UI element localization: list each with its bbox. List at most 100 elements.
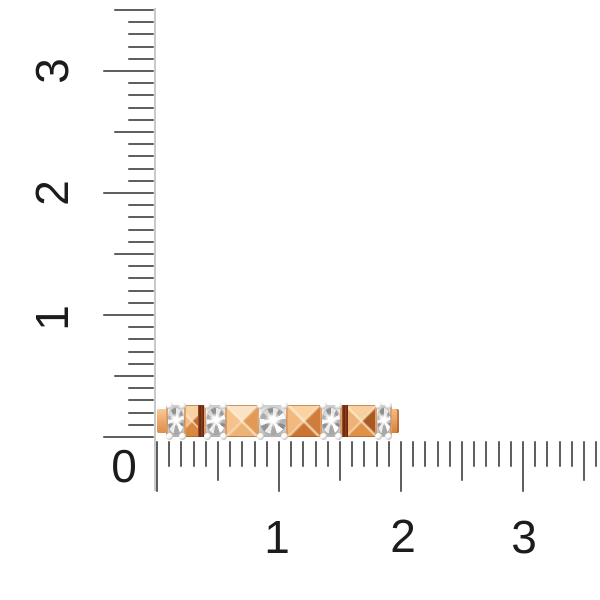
horizontal-tick [509,441,512,467]
vertical-ruler-number: 2 [26,180,78,206]
vertical-tick [103,69,154,73]
vertical-tick [128,33,154,36]
gold-pyramid-facet [186,405,198,437]
horizontal-tick [363,441,366,467]
prong [320,433,327,440]
vertical-tick [128,301,154,304]
vertical-tick [103,313,154,317]
vertical-tick [128,240,154,243]
band-end-right [392,409,399,433]
prong [220,402,227,409]
vertical-tick [114,130,154,134]
vertical-tick [128,106,154,109]
prong [385,433,392,440]
vertical-tick [128,167,154,170]
horizontal-tick [351,441,354,467]
prong [204,433,211,440]
prong [257,433,264,440]
horizontal-tick [241,441,244,467]
vertical-tick [128,204,154,207]
horizontal-tick [168,441,171,467]
horizontal-tick [399,441,403,492]
horizontal-tick [424,441,427,467]
round-diamond [322,408,340,434]
vertical-ruler-line [154,8,156,491]
prong [281,433,288,440]
horizontal-tick [302,441,305,467]
prong [166,402,173,409]
horizontal-tick [314,441,317,467]
vertical-tick [128,338,154,341]
horizontal-tick [460,441,464,481]
horizontal-tick [375,441,378,467]
horizontal-tick [558,441,561,467]
vertical-tick [128,289,154,292]
vertical-tick [114,374,154,378]
horizontal-tick [216,441,220,481]
vertical-tick [128,216,154,219]
horizontal-tick [387,441,390,467]
horizontal-tick [338,441,342,481]
round-diamond [377,408,390,434]
diamond-setting [375,402,392,440]
vertical-tick [128,21,154,24]
vertical-tick [128,82,154,85]
vertical-tick [128,179,154,182]
horizontal-tick [595,441,598,467]
diamond-setting [204,402,227,440]
prong [385,402,392,409]
prong [179,433,186,440]
vertical-tick [103,191,154,195]
horizontal-tick [485,441,488,467]
band-end-left [157,409,166,433]
vertical-tick [128,423,154,426]
vertical-tick [128,228,154,231]
horizontal-tick [290,441,293,467]
prong [320,402,327,409]
prong [220,433,227,440]
vertical-tick [128,350,154,353]
vertical-tick [114,252,154,256]
gold-pyramid-facet [348,405,375,437]
prong [204,402,211,409]
horizontal-tick [448,441,451,467]
vertical-ruler-number: 3 [26,58,78,84]
horizontal-tick [192,441,195,467]
prong [281,402,288,409]
horizontal-tick [229,441,232,467]
diamond-setting [320,402,342,440]
prong [166,433,173,440]
vertical-tick [128,45,154,48]
vertical-tick [128,411,154,414]
ring-band [157,402,399,440]
horizontal-tick [155,441,159,492]
diamond-setting [257,402,288,440]
horizontal-ruler-number: 2 [390,510,416,562]
horizontal-tick [277,441,281,492]
horizontal-tick [265,441,268,467]
vertical-tick [128,94,154,97]
horizontal-tick [436,441,439,467]
dark-seam [342,405,348,437]
horizontal-tick [253,441,256,467]
horizontal-tick [534,441,537,467]
prong [335,402,342,409]
round-diamond [259,408,286,434]
vertical-tick [128,143,154,146]
round-diamond [168,408,184,434]
horizontal-tick [497,441,500,467]
horizontal-tick [570,441,573,467]
vertical-tick [128,387,154,390]
round-diamond [206,408,225,434]
prong [335,433,342,440]
vertical-tick [128,118,154,121]
vertical-tick [128,399,154,402]
vertical-tick [128,155,154,158]
vertical-tick [128,277,154,280]
prong [375,433,382,440]
gold-pyramid-facet [288,405,320,437]
vertical-tick [128,265,154,268]
horizontal-ruler-number: 3 [511,511,537,563]
prong [375,402,382,409]
